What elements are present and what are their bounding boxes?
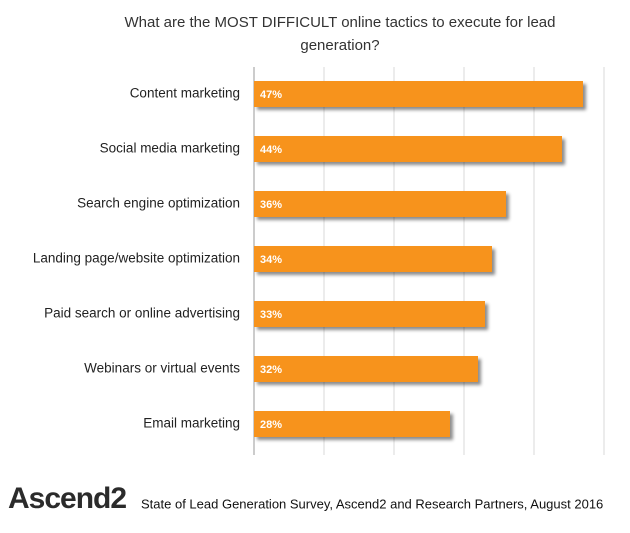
source: State of Lead Generation Survey, Ascend2… [141,496,603,511]
category-label: Social media marketing [100,141,240,156]
category-label: Landing page/website optimization [33,251,240,266]
logo: Ascend2 [8,482,126,515]
value-label: 44% [260,144,282,156]
value-label: 34% [260,254,282,266]
category-label: Content marketing [130,86,240,101]
value-label: 36% [260,199,282,211]
value-label: 47% [260,89,282,101]
bar [254,81,583,107]
value-label: 28% [260,419,282,431]
bar [254,301,485,327]
bar [254,136,562,162]
value-label: 33% [260,309,282,321]
value-label: 32% [260,364,282,376]
category-label: Paid search or online advertising [44,306,240,321]
bar [254,411,450,437]
bar [254,191,506,217]
chart-title: What are the MOST DIFFICULT online tacti… [124,14,556,54]
category-label: Webinars or virtual events [84,361,240,376]
bar [254,356,478,382]
category-label: Email marketing [143,416,240,431]
category-label: Search engine optimization [77,196,240,211]
bar [254,246,492,272]
